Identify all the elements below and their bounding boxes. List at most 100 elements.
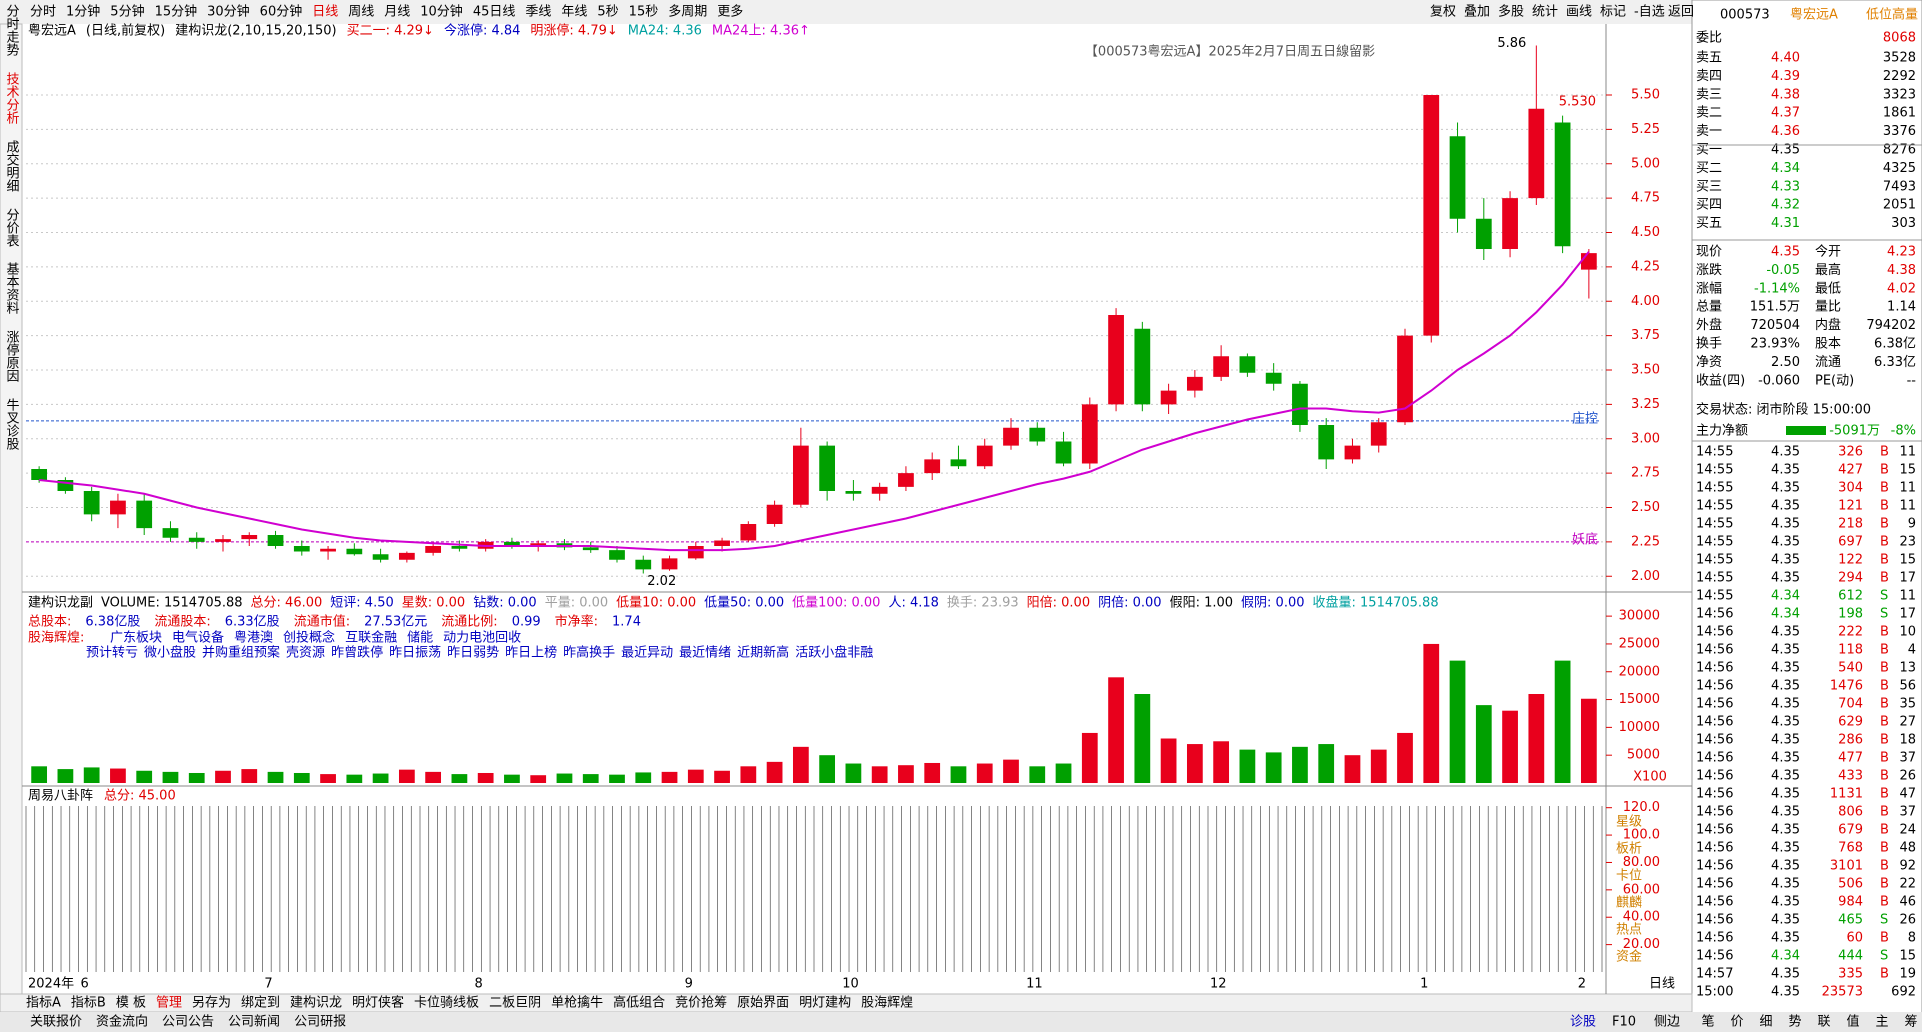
quote-tab[interactable]: 价: [1730, 1015, 1743, 1030]
tool-button[interactable]: 画线: [1566, 5, 1592, 20]
stat-label: 今开: [1815, 244, 1841, 260]
volume-header: 人: 4.18: [888, 596, 938, 611]
volume-bar: [1344, 755, 1361, 783]
period-tab[interactable]: 60分钟: [260, 4, 303, 20]
side-tab[interactable]: 基本资料: [4, 262, 20, 314]
period-tab[interactable]: 月线: [384, 5, 410, 20]
bottom-tab[interactable]: 二板巨阴: [489, 996, 541, 1011]
tick-count: 13: [1899, 661, 1916, 676]
period-tab[interactable]: 更多: [717, 4, 743, 20]
bottom-tab[interactable]: 管理: [156, 996, 182, 1011]
quote-tab[interactable]: 势: [1788, 1014, 1801, 1030]
bottom-tab[interactable]: 建构识龙: [290, 996, 342, 1011]
x-tick-label: 6: [81, 977, 89, 992]
period-tab[interactable]: 多周期: [668, 4, 707, 20]
book-volume: 3528: [1883, 51, 1916, 66]
side-tab[interactable]: 涨停原因: [4, 330, 20, 382]
stock-tag: 近期新高: [737, 645, 789, 661]
volume-bar: [1029, 766, 1046, 783]
status-link[interactable]: 资金流向: [96, 1014, 148, 1030]
bottom-tab[interactable]: 股海辉煌: [861, 996, 913, 1011]
tool-button[interactable]: 返回: [1668, 5, 1694, 20]
status-link[interactable]: F10: [1612, 1015, 1636, 1030]
tick-count: 92: [1899, 859, 1916, 874]
period-tab[interactable]: 5分钟: [110, 4, 144, 20]
status-link[interactable]: 侧边: [1654, 1015, 1680, 1030]
bottom-tab[interactable]: 高低组合: [613, 995, 665, 1011]
period-tab[interactable]: 季线: [525, 5, 551, 20]
bottom-tab[interactable]: 指标A: [26, 996, 61, 1011]
bottom-tab[interactable]: 卡位骑线板: [414, 996, 479, 1011]
bottom-tab[interactable]: 竞价抢筹: [675, 995, 727, 1011]
volume-bar: [83, 767, 100, 783]
tool-button[interactable]: 统计: [1532, 5, 1558, 20]
period-tab[interactable]: 5秒: [597, 5, 618, 20]
tick-side: B: [1880, 895, 1889, 910]
period-tab[interactable]: 15分钟: [155, 4, 198, 20]
period-tab[interactable]: 年线: [561, 5, 587, 20]
tick-volume: 629: [1838, 715, 1863, 730]
status-link[interactable]: 公司新闻: [228, 1014, 280, 1030]
tick-price: 4.34: [1771, 607, 1800, 622]
period-tab[interactable]: 45日线: [473, 5, 516, 20]
status-link[interactable]: 关联报价: [30, 1015, 82, 1030]
x-tick-label: 9: [685, 977, 693, 992]
status-link[interactable]: 公司公告: [162, 1015, 214, 1030]
tool-button[interactable]: 叠加: [1464, 5, 1490, 20]
quote-tab[interactable]: 主: [1875, 1015, 1888, 1030]
volume-bar: [950, 766, 967, 783]
stat-label: 量比: [1815, 300, 1841, 315]
bottom-tab[interactable]: 模 板: [116, 996, 146, 1011]
bottom-tab[interactable]: 单枪擒牛: [551, 995, 603, 1011]
bottom-tab[interactable]: 明灯建构: [799, 996, 851, 1011]
tick-count: 18: [1899, 733, 1916, 748]
bottom-tab[interactable]: 指标B: [71, 996, 106, 1011]
tick-count: 11: [1899, 589, 1916, 604]
quote-tab[interactable]: 联: [1817, 1015, 1830, 1030]
tick-volume: 60: [1846, 931, 1863, 946]
tick-time: 14:56: [1696, 715, 1733, 730]
concept-tag: 粤港澳: [234, 630, 273, 646]
quote-tab[interactable]: 筹: [1904, 1014, 1917, 1030]
period-tab[interactable]: 日线: [312, 5, 338, 20]
tick-side: B: [1880, 661, 1889, 676]
candle-body: [320, 548, 336, 552]
side-tab[interactable]: 分时走势: [4, 4, 20, 57]
tool-button[interactable]: 标记: [1600, 5, 1626, 20]
quote-tab[interactable]: 值: [1846, 1014, 1859, 1030]
stock-tag: 最近情绪: [679, 646, 731, 661]
status-link[interactable]: 公司研报: [294, 1015, 346, 1030]
volume-bar: [31, 766, 48, 783]
side-tab[interactable]: 技术分析: [4, 72, 20, 124]
volume-bar: [740, 766, 757, 783]
side-tab[interactable]: 牛叉诊股: [4, 398, 20, 451]
side-tab[interactable]: 成交明细: [4, 140, 20, 192]
bottom-tab[interactable]: 明灯侠客: [352, 995, 404, 1011]
quote-tab[interactable]: 笔: [1701, 1014, 1714, 1030]
side-tab[interactable]: 分价表: [4, 208, 20, 247]
tick-side: B: [1880, 715, 1889, 730]
period-tab[interactable]: 15秒: [629, 5, 659, 20]
period-tab[interactable]: 周线: [348, 5, 374, 20]
period-tab[interactable]: 分时: [30, 5, 56, 20]
level-label: 庄控: [1572, 410, 1598, 426]
period-tab[interactable]: 30分钟: [207, 4, 250, 20]
candle-body: [1186, 376, 1203, 391]
quote-tab[interactable]: 细: [1759, 1015, 1772, 1030]
tool-button[interactable]: 复权: [1430, 4, 1456, 20]
quote-panel: [1691, 0, 1922, 1032]
bottom-tab[interactable]: 绑定到: [241, 996, 280, 1011]
period-tab[interactable]: 1分钟: [66, 4, 100, 20]
tool-button[interactable]: 多股: [1498, 4, 1524, 20]
tick-count: 9: [1908, 517, 1916, 532]
tool-button[interactable]: -自选: [1634, 5, 1665, 20]
candle-body: [976, 445, 993, 467]
bottom-tab[interactable]: 另存为: [192, 996, 231, 1011]
period-tab[interactable]: 10分钟: [420, 4, 463, 20]
flow-pct: -8%: [1891, 424, 1916, 439]
bottom-tab[interactable]: 原始界面: [737, 996, 789, 1011]
status-link[interactable]: 诊股: [1570, 1015, 1596, 1030]
candle-body: [687, 546, 704, 559]
watermark: 【000573粤宏远A】2025年2月7日周五日線留影: [1085, 44, 1375, 60]
tick-price: 4.35: [1771, 733, 1800, 748]
